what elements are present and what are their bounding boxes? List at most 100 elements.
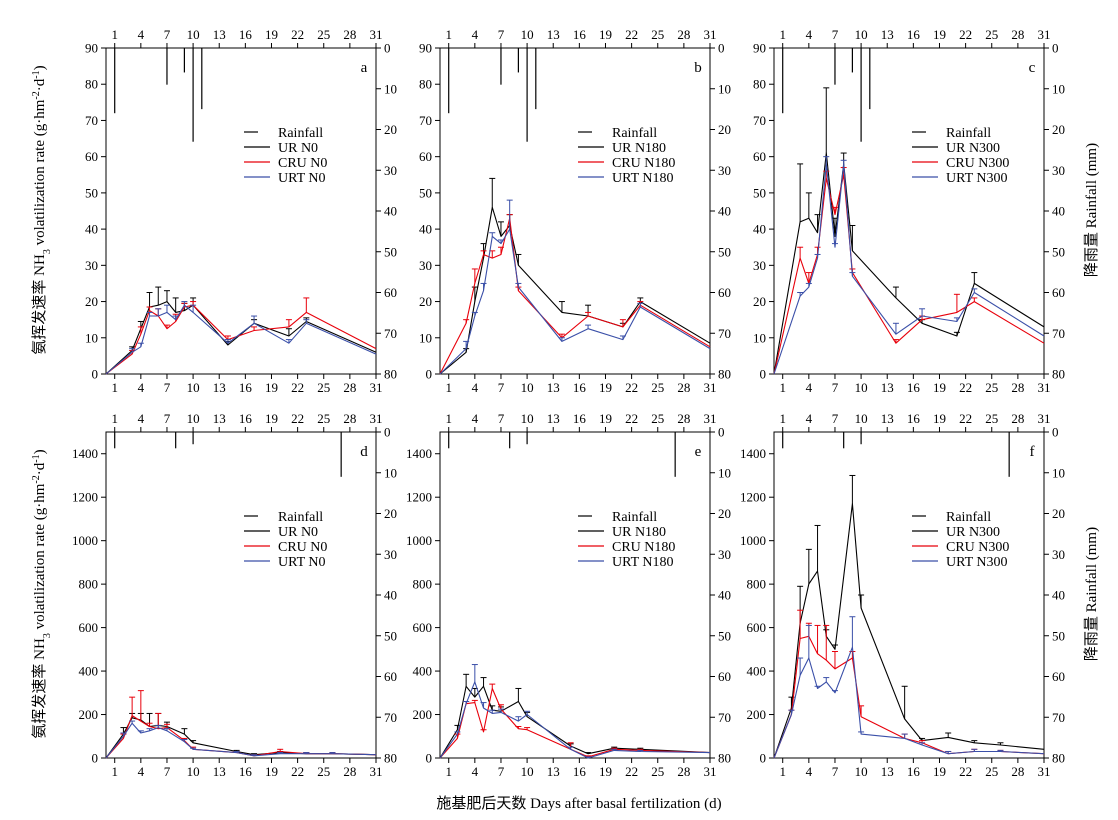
x-tick-label-top: 19 bbox=[265, 411, 278, 426]
y2-tick-label: 0 bbox=[1052, 425, 1059, 440]
y2-tick-label: 10 bbox=[1052, 81, 1065, 96]
x-tick-label-top: 16 bbox=[573, 411, 587, 426]
y2-tick-label: 0 bbox=[384, 41, 391, 56]
y2-tick-label: 40 bbox=[1052, 204, 1065, 219]
panel-letter: f bbox=[1030, 444, 1035, 460]
y-tick-label: 60 bbox=[419, 149, 432, 164]
y2-tick-label: 50 bbox=[1052, 628, 1065, 643]
x-tick-label: 10 bbox=[521, 764, 534, 779]
y-tick-label: 0 bbox=[92, 751, 99, 766]
series-line bbox=[105, 715, 377, 759]
x-axis-title: 施基肥后天数 Days after basal fertilization (d… bbox=[436, 795, 721, 812]
x-tick-label-top: 22 bbox=[625, 27, 638, 42]
x-tick-label: 4 bbox=[138, 380, 145, 395]
y-tick-label: 600 bbox=[413, 620, 433, 635]
series-line bbox=[439, 685, 711, 759]
x-tick-label-top: 19 bbox=[265, 27, 278, 42]
x-tick-label-top: 10 bbox=[521, 411, 534, 426]
series-line bbox=[105, 304, 377, 375]
x-tick-label-top: 19 bbox=[599, 27, 612, 42]
legend-label: CRU N180 bbox=[612, 540, 675, 555]
x-tick-label-top: 22 bbox=[959, 27, 972, 42]
x-tick-label-top: 4 bbox=[806, 27, 813, 42]
y-tick-label: 90 bbox=[85, 41, 98, 56]
legend-label: URT N300 bbox=[946, 171, 1008, 186]
y-tick-label: 800 bbox=[79, 577, 99, 592]
plot-frame bbox=[439, 431, 711, 759]
x-tick-label: 16 bbox=[573, 380, 587, 395]
series-urt bbox=[439, 199, 711, 375]
series-line bbox=[439, 206, 711, 375]
y2-tick-label: 40 bbox=[718, 204, 731, 219]
legend-label: Rainfall bbox=[946, 126, 991, 141]
x-tick-label: 13 bbox=[881, 380, 894, 395]
y-tick-label: 1200 bbox=[406, 490, 432, 505]
y-tick-label: 40 bbox=[753, 222, 766, 237]
plot-frame bbox=[439, 47, 711, 375]
x-tick-label: 19 bbox=[265, 764, 278, 779]
y2-tick-label: 0 bbox=[718, 425, 725, 440]
x-tick-label: 10 bbox=[855, 380, 868, 395]
y-tick-label: 200 bbox=[79, 707, 99, 722]
panel-a: 1144771010131316161919222225252828313101… bbox=[85, 27, 397, 395]
y-tick-label: 600 bbox=[79, 620, 99, 635]
y-tick-label: 1200 bbox=[740, 490, 766, 505]
x-tick-label-top: 10 bbox=[521, 27, 534, 42]
legend-label: URT N0 bbox=[278, 555, 326, 570]
y2-tick-label: 30 bbox=[384, 547, 397, 562]
x-tick-label-top: 31 bbox=[370, 411, 383, 426]
series-urt bbox=[105, 301, 377, 375]
x-tick-label-top: 1 bbox=[779, 411, 786, 426]
x-tick-label: 31 bbox=[1038, 380, 1051, 395]
y-tick-label: 0 bbox=[426, 751, 433, 766]
y-tick-label: 1000 bbox=[406, 533, 432, 548]
y2-tick-label: 50 bbox=[718, 628, 731, 643]
y-tick-label: 20 bbox=[753, 294, 766, 309]
series-line bbox=[439, 228, 711, 375]
series-line bbox=[105, 301, 377, 375]
x-tick-label-top: 10 bbox=[855, 411, 868, 426]
y2-tick-label: 40 bbox=[1052, 588, 1065, 603]
x-tick-label: 31 bbox=[704, 380, 717, 395]
y2-tick-label: 80 bbox=[384, 367, 397, 382]
y2-tick-label: 50 bbox=[718, 244, 731, 259]
series-urt bbox=[439, 664, 711, 759]
y2-tick-label: 0 bbox=[718, 41, 725, 56]
legend-label: Rainfall bbox=[278, 126, 323, 141]
x-tick-label-top: 10 bbox=[855, 27, 868, 42]
x-tick-label-top: 25 bbox=[317, 411, 330, 426]
x-tick-label: 28 bbox=[677, 380, 690, 395]
series-cru bbox=[439, 214, 711, 375]
y-tick-label: 50 bbox=[753, 185, 766, 200]
x-tick-label-top: 13 bbox=[881, 27, 894, 42]
panel-f: 1144771010131316161919222225252828313102… bbox=[740, 411, 1065, 779]
x-tick-label-top: 16 bbox=[907, 411, 921, 426]
x-tick-label: 16 bbox=[239, 764, 253, 779]
y-tick-label: 1000 bbox=[72, 533, 98, 548]
y2-tick-label: 50 bbox=[384, 244, 397, 259]
x-tick-label: 16 bbox=[573, 764, 587, 779]
y2-tick-label: 0 bbox=[1052, 41, 1059, 56]
x-tick-label-top: 28 bbox=[677, 27, 690, 42]
series-line bbox=[439, 681, 711, 759]
y-tick-label: 30 bbox=[419, 258, 432, 273]
y2-tick-label: 30 bbox=[1052, 547, 1065, 562]
x-tick-label-top: 10 bbox=[187, 27, 200, 42]
x-tick-label: 19 bbox=[265, 380, 278, 395]
legend-label: Rainfall bbox=[278, 510, 323, 525]
series-cru bbox=[105, 297, 377, 375]
x-tick-label-top: 13 bbox=[213, 27, 226, 42]
legend-label: UR N300 bbox=[946, 141, 1000, 156]
y2-tick-label: 60 bbox=[1052, 285, 1065, 300]
y2-tick-label: 10 bbox=[384, 465, 397, 480]
y-tick-label: 1400 bbox=[406, 446, 432, 461]
y-tick-label: 0 bbox=[426, 367, 433, 382]
x-tick-label: 4 bbox=[138, 764, 145, 779]
y-tick-label: 80 bbox=[85, 77, 98, 92]
y-tick-label: 800 bbox=[747, 577, 767, 592]
y2-tick-label: 50 bbox=[384, 628, 397, 643]
series-cru bbox=[773, 609, 1045, 759]
x-tick-label: 31 bbox=[1038, 764, 1051, 779]
x-tick-label: 22 bbox=[291, 380, 304, 395]
